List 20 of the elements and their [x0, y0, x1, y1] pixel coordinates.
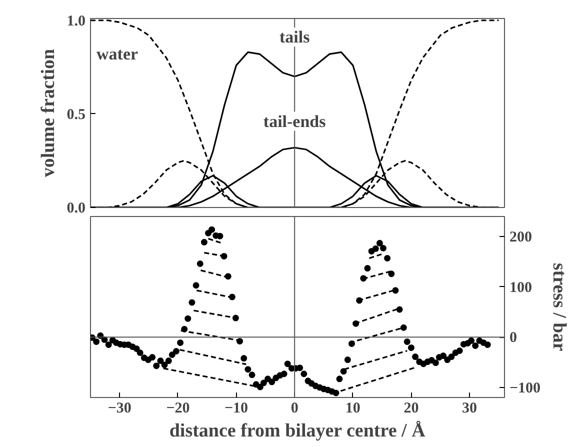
y2-tick-label: 200: [510, 230, 532, 246]
x-tick-label: −20: [166, 400, 190, 416]
x-tick-label: 30: [462, 400, 478, 416]
y2-tick-label: −100: [510, 380, 541, 396]
x-tick-label: 0: [290, 400, 298, 416]
y2-tick-label: 0: [510, 330, 517, 346]
x-tick-label: 10: [345, 400, 360, 416]
annotation: tail-ends: [263, 112, 326, 131]
y-axis-title: volume fraction: [38, 48, 59, 178]
y2-tick-label: 100: [510, 280, 532, 296]
y-tick-label: 0.5: [66, 106, 86, 123]
y-tick-label: 1.0: [66, 13, 86, 30]
x-tick-label: −30: [108, 400, 132, 416]
annotation: tails: [279, 28, 310, 47]
x-axis-title: distance from bilayer centre / Å: [169, 420, 426, 442]
annotation: water: [96, 44, 138, 64]
y-tick-label: 0.0: [66, 200, 86, 216]
y2-axis-title: stress / bar: [548, 262, 570, 352]
x-tick-label: −10: [224, 400, 248, 416]
x-tick-label: 20: [404, 400, 419, 416]
